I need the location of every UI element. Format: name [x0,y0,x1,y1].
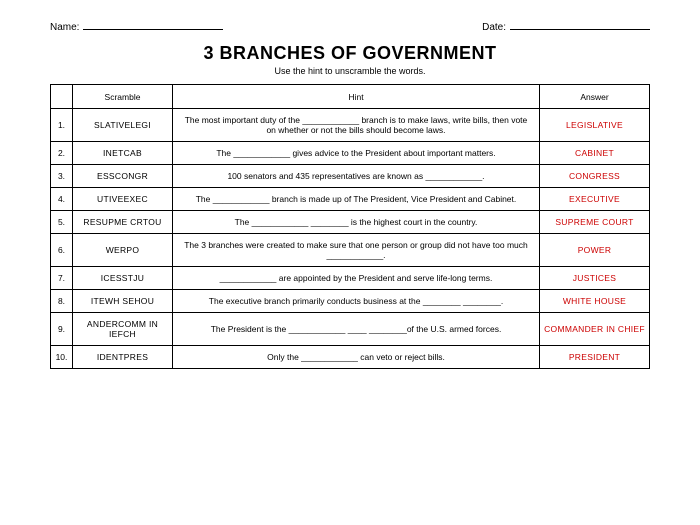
answer-cell: JUSTICES [540,267,650,290]
page-title: 3 BRANCHES OF GOVERNMENT [50,43,650,64]
col-header-scramble: Scramble [73,85,173,109]
row-number: 1. [51,109,73,142]
scramble-cell: ANDERCOMM IN IEFCH [73,313,173,346]
date-blank-line[interactable] [510,20,650,30]
scramble-cell: SLATIVELEGI [73,109,173,142]
answer-cell: CABINET [540,142,650,165]
scramble-cell: ITEWH SEHOU [73,290,173,313]
scramble-cell: RESUPME CRTOU [73,211,173,234]
row-number: 5. [51,211,73,234]
row-number: 9. [51,313,73,346]
answer-cell: POWER [540,234,650,267]
table-row: 9.ANDERCOMM IN IEFCHThe President is the… [51,313,650,346]
name-label: Name: [50,22,79,33]
table-row: 2.INETCABThe ____________ gives advice t… [51,142,650,165]
scramble-cell: IDENTPRES [73,346,173,369]
row-number: 8. [51,290,73,313]
row-number: 10. [51,346,73,369]
row-number: 2. [51,142,73,165]
answer-cell: LEGISLATIVE [540,109,650,142]
col-header-hint: Hint [173,85,540,109]
hint-cell: The ____________ gives advice to the Pre… [173,142,540,165]
hint-cell: The most important duty of the _________… [173,109,540,142]
header-fields: Name: Date: [50,20,650,33]
name-field: Name: [50,20,223,33]
name-blank-line[interactable] [83,20,223,30]
row-number: 7. [51,267,73,290]
hint-cell: 100 senators and 435 representatives are… [173,165,540,188]
date-field: Date: [482,20,650,33]
scramble-cell: UTIVEEXEC [73,188,173,211]
answer-cell: EXECUTIVE [540,188,650,211]
instruction-text: Use the hint to unscramble the words. [50,66,650,76]
table-row: 7.ICESSTJU____________ are appointed by … [51,267,650,290]
answer-cell: PRESIDENT [540,346,650,369]
answer-cell: COMMANDER IN CHIEF [540,313,650,346]
hint-cell: The ____________ ________ is the highest… [173,211,540,234]
hint-cell: The executive branch primarily conducts … [173,290,540,313]
row-number: 3. [51,165,73,188]
hint-cell: ____________ are appointed by the Presid… [173,267,540,290]
scramble-cell: ICESSTJU [73,267,173,290]
col-header-num [51,85,73,109]
hint-cell: Only the ____________ can veto or reject… [173,346,540,369]
table-row: 1.SLATIVELEGIThe most important duty of … [51,109,650,142]
row-number: 6. [51,234,73,267]
table-row: 5.RESUPME CRTOUThe ____________ ________… [51,211,650,234]
date-label: Date: [482,22,506,33]
row-number: 4. [51,188,73,211]
scramble-cell: ESSCONGR [73,165,173,188]
table-row: 4.UTIVEEXECThe ____________ branch is ma… [51,188,650,211]
col-header-answer: Answer [540,85,650,109]
table-row: 3.ESSCONGR100 senators and 435 represent… [51,165,650,188]
answer-cell: WHITE HOUSE [540,290,650,313]
table-row: 8.ITEWH SEHOUThe executive branch primar… [51,290,650,313]
table-row: 6.WERPOThe 3 branches were created to ma… [51,234,650,267]
answer-cell: CONGRESS [540,165,650,188]
worksheet-table: Scramble Hint Answer 1.SLATIVELEGIThe mo… [50,84,650,369]
table-row: 10.IDENTPRESOnly the ____________ can ve… [51,346,650,369]
answer-cell: SUPREME COURT [540,211,650,234]
hint-cell: The President is the ____________ ____ _… [173,313,540,346]
hint-cell: The ____________ branch is made up of Th… [173,188,540,211]
scramble-cell: WERPO [73,234,173,267]
table-header-row: Scramble Hint Answer [51,85,650,109]
scramble-cell: INETCAB [73,142,173,165]
hint-cell: The 3 branches were created to make sure… [173,234,540,267]
